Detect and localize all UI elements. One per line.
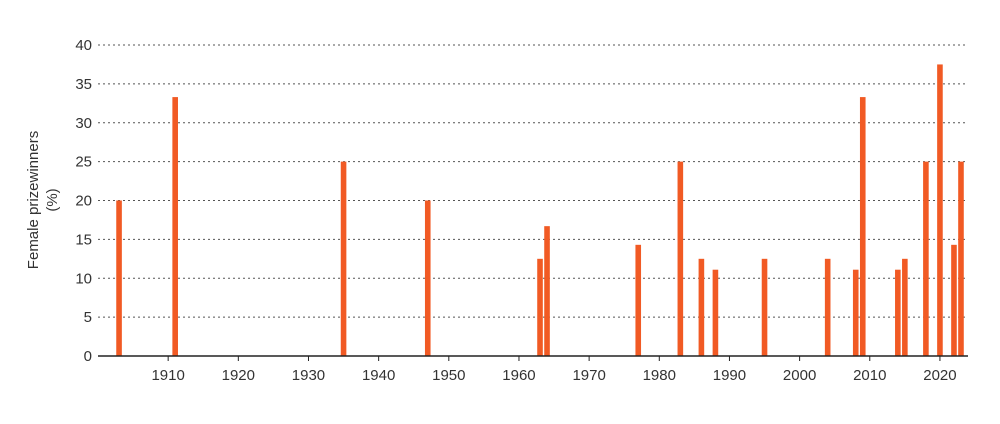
y-axis-label-line-2: (%) — [44, 188, 61, 211]
x-tick-label-1930: 1930 — [292, 367, 325, 384]
bar-2015 — [902, 258, 908, 356]
bar-2004 — [824, 258, 831, 356]
y-tick-label-40: 40 — [75, 37, 92, 54]
bar-1983 — [677, 161, 684, 357]
bar-1947 — [424, 200, 431, 356]
x-tick-label-1910: 1910 — [151, 367, 184, 384]
x-tick-label-2020: 2020 — [923, 367, 956, 384]
x-tick-label-2000: 2000 — [783, 367, 816, 384]
bar-1911 — [172, 97, 178, 356]
x-tick-label-2010: 2010 — [853, 367, 886, 384]
bar-1963 — [537, 258, 543, 356]
y-tick-label-35: 35 — [75, 76, 92, 93]
x-tick-label-1940: 1940 — [362, 367, 395, 384]
y-tick-label-10: 10 — [75, 270, 92, 287]
bar-2009 — [859, 97, 866, 356]
bar-2008 — [852, 269, 859, 356]
bar-1995 — [761, 258, 768, 356]
bar-1977 — [635, 244, 642, 356]
bar-1986 — [698, 258, 705, 356]
x-tick-label-1970: 1970 — [572, 367, 605, 384]
y-axis-label-line-1: Female prizewinners — [25, 131, 42, 269]
x-tick-label-1950: 1950 — [432, 367, 465, 384]
bar-1964 — [544, 226, 550, 356]
bar-2018 — [923, 161, 929, 357]
x-tick-label-1980: 1980 — [643, 367, 676, 384]
y-tick-label-0: 0 — [84, 348, 92, 365]
y-tick-label-25: 25 — [75, 154, 92, 171]
y-tick-label-20: 20 — [75, 193, 92, 210]
bars-layer — [116, 64, 964, 357]
bar-2020 — [937, 64, 943, 356]
y-tick-labels: 0 5 10 15 20 25 30 35 40 — [75, 37, 92, 365]
bar-2014 — [895, 269, 901, 356]
x-tick-labels: 1910 1920 1930 1940 1950 1960 1970 1980 1990 2000… — [151, 356, 957, 384]
bar-2022 — [951, 244, 957, 356]
bar-1903 — [116, 200, 122, 356]
y-tick-label-5: 5 — [84, 309, 92, 326]
x-tick-label-1990: 1990 — [713, 367, 746, 384]
y-tick-label-15: 15 — [75, 231, 92, 248]
bar-1988 — [712, 269, 719, 356]
x-tick-label-1920: 1920 — [222, 367, 255, 384]
y-tick-label-30: 30 — [75, 115, 92, 132]
bar-1935 — [340, 161, 347, 357]
bar-2023 — [958, 161, 964, 357]
x-tick-label-1960: 1960 — [502, 367, 535, 384]
grid-layer — [98, 44, 968, 318]
